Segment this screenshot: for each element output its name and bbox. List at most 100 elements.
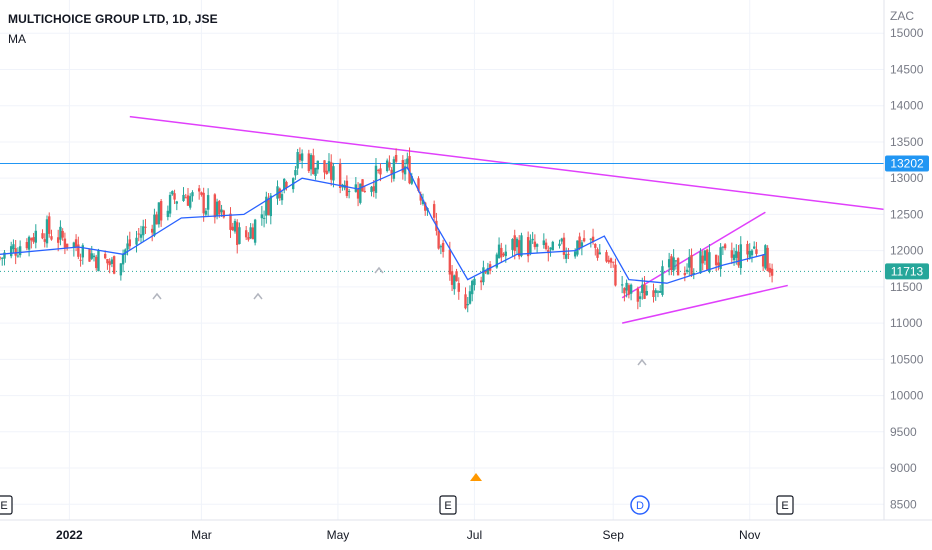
candle-body: [314, 167, 317, 176]
candle-body: [197, 188, 201, 192]
price-tick-label: 14000: [890, 99, 924, 113]
candle-body: [300, 153, 304, 161]
candle-body: [388, 162, 391, 168]
candle-body: [48, 216, 51, 234]
price-tick-label: 13500: [890, 135, 924, 149]
price-tick-label: 8500: [890, 497, 917, 511]
candle-body: [580, 242, 584, 247]
earnings-marker: [776, 495, 794, 515]
candle-body: [752, 246, 756, 249]
candle-body: [455, 271, 458, 282]
candle-body: [168, 194, 172, 214]
candle-body: [688, 257, 691, 268]
candle-body: [708, 252, 711, 273]
candle-body: [466, 304, 469, 306]
candle-body: [182, 194, 185, 201]
candle-body: [484, 270, 487, 273]
candle-body: [535, 244, 539, 247]
candle-body: [690, 254, 693, 276]
chevron-up-icon: [253, 292, 263, 300]
candle-body: [656, 291, 660, 293]
candle-body: [137, 233, 140, 235]
candle-body: [139, 234, 143, 238]
time-tick-label: Nov: [739, 528, 760, 542]
candle-body: [309, 154, 313, 170]
ma-line: [0, 166, 766, 284]
candle-body: [439, 246, 443, 248]
candle-body: [504, 251, 507, 257]
candle-body: [486, 268, 490, 275]
candle-body: [723, 244, 727, 249]
candle-body: [565, 254, 568, 259]
candle-body: [90, 253, 93, 259]
candle-body: [730, 250, 734, 258]
candle-body: [652, 290, 655, 297]
candle-body: [495, 254, 499, 268]
candle-body: [144, 226, 147, 228]
candle-body: [159, 201, 163, 221]
candle-body: [629, 284, 633, 294]
candle-body: [323, 160, 326, 173]
candle-body: [356, 188, 360, 199]
candle-body: [591, 236, 595, 242]
candle-body: [676, 258, 680, 276]
candle-body: [276, 186, 279, 199]
candle-body: [260, 214, 264, 219]
trendline: [621, 284, 788, 324]
price-axis[interactable]: 15000 14500 14000 13500 13000 12500 12000 11500…: [890, 26, 924, 511]
candle-body: [768, 267, 772, 273]
candle-body: [641, 284, 644, 293]
candle-body: [374, 165, 378, 193]
candle-body: [750, 250, 754, 256]
candle-body: [636, 288, 640, 302]
candle-body: [294, 170, 297, 176]
candle-body: [732, 254, 736, 261]
dividend-marker: [630, 495, 650, 515]
hline-price-badge: 13202: [885, 155, 929, 172]
candle-body: [307, 153, 311, 172]
indicator-label[interactable]: MA: [8, 32, 26, 46]
candle-body: [238, 227, 241, 244]
time-axis[interactable]: 2022 Mar May Jul Sep Nov: [56, 528, 760, 542]
candle-body: [296, 152, 299, 169]
candle-body: [27, 236, 31, 250]
candle-body: [408, 156, 411, 184]
candle-body: [345, 180, 349, 196]
candle-body: [79, 259, 82, 261]
candle-body: [441, 242, 445, 252]
candle-body: [112, 256, 116, 274]
candle-body: [511, 239, 514, 250]
price-tick-label: 11000: [890, 316, 923, 330]
trendlines[interactable]: [129, 115, 885, 324]
candle-body: [547, 249, 550, 254]
grid: [0, 0, 884, 520]
candle-body: [612, 261, 615, 263]
price-tick-label: 9000: [890, 461, 917, 475]
symbol-title[interactable]: MULTICHOICE GROUP LTD, 1D, JSE: [8, 12, 218, 26]
candle-body: [347, 190, 351, 193]
candle-body: [278, 188, 281, 199]
candle-body: [229, 213, 232, 230]
candle-body: [316, 160, 319, 170]
candle-body: [683, 273, 687, 276]
candle-body: [220, 209, 223, 213]
candle-body: [95, 256, 98, 269]
candle-body: [236, 222, 239, 245]
candle-body: [479, 280, 483, 283]
candle-body: [1, 257, 4, 259]
candle-body: [186, 195, 190, 206]
candle-body: [283, 178, 286, 191]
candle-body: [103, 253, 107, 259]
candle-body: [394, 154, 398, 162]
candle-body: [166, 210, 170, 217]
candle-body: [410, 176, 413, 184]
candle-body: [251, 227, 255, 240]
candle-body: [497, 244, 501, 259]
candle-body: [247, 237, 250, 240]
candle-body: [692, 272, 695, 275]
candle-body: [500, 247, 503, 258]
candle-body: [92, 255, 96, 258]
event-label: E: [781, 500, 788, 512]
